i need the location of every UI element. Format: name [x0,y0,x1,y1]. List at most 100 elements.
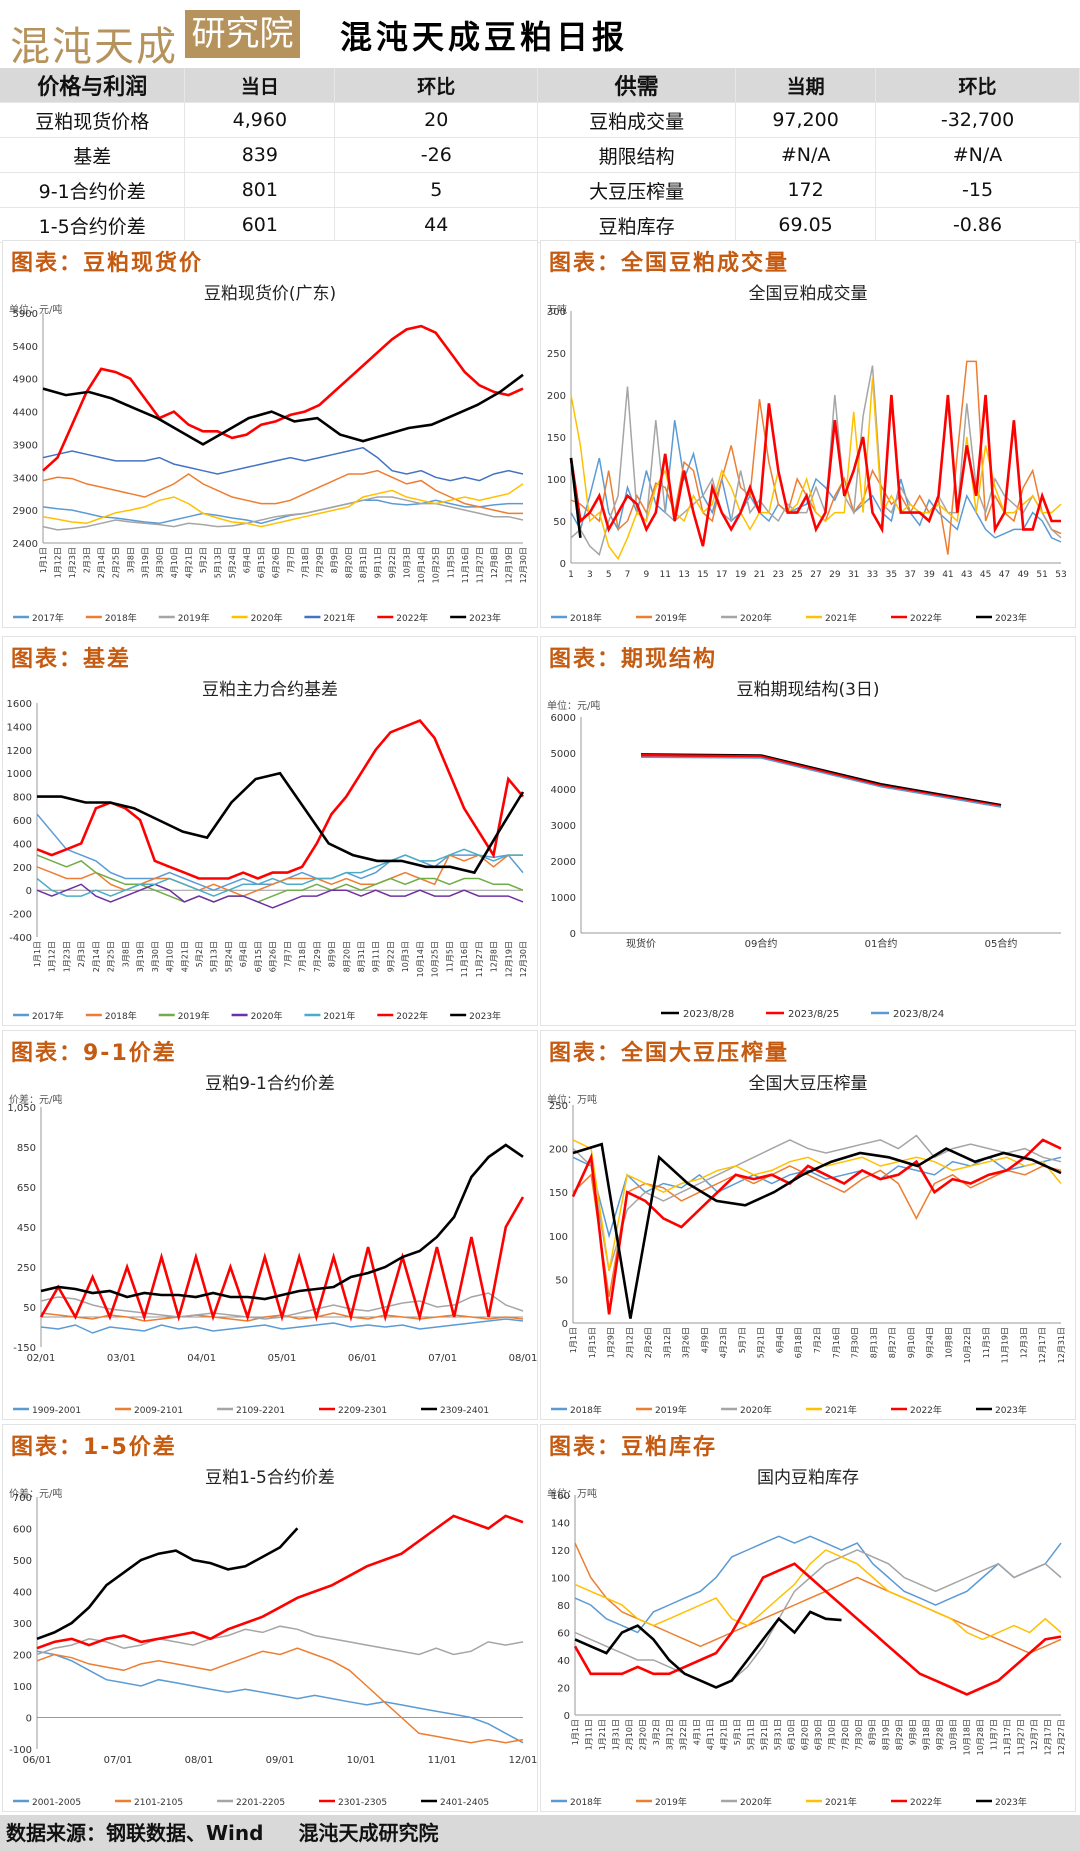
x-tick-label: 07/01 [428,1353,457,1364]
legend-label: 2023年 [469,612,501,624]
kpi-value: 69.05 [735,207,877,243]
y-tick-label: 1,050 [7,1103,36,1114]
legend-label: 2022年 [910,1404,942,1416]
x-tick-label: 1月31日 [612,1719,621,1750]
logo-text: 混沌天成 [10,24,178,70]
chart-unit: 单位：万吨 [547,1093,597,1106]
x-tick-label: 10月8日 [949,1719,958,1750]
x-tick-label: 7月20日 [841,1719,850,1750]
x-tick-label: 9月24日 [926,1327,935,1358]
y-tick-label: 200 [13,1651,32,1662]
x-tick-label: 7月16日 [832,1327,841,1358]
x-tick-label: 9 [644,570,650,580]
x-tick-label: 08/01 [185,1755,214,1766]
x-tick-label: 3月2日 [652,1719,661,1745]
kpi-value: 839 [184,137,336,173]
x-tick-label: 12月31日 [1057,1327,1066,1363]
x-tick-label: 2月26日 [644,1327,653,1358]
kpi-value: 601 [184,207,336,243]
y-tick-label: 300 [547,307,566,318]
y-tick-label: 250 [17,1263,36,1274]
chart-unit: 价差：元/吨 [9,1487,62,1500]
x-tick-label: 10月18日 [963,1719,972,1755]
x-tick-label: 1月1日 [569,1327,578,1353]
legend-label: 2201-2205 [236,1798,285,1808]
x-tick-label: 4月23日 [719,1327,728,1358]
y-tick-label: 3400 [13,473,38,484]
legend-label: 2209-2301 [338,1406,387,1416]
chart-unit: 单位：万吨 [547,1487,597,1500]
x-tick-label: 27 [810,570,821,580]
x-tick-label: 4月10日 [170,547,179,578]
x-tick-label: 8月31日 [359,547,368,578]
x-tick-label: 6月20日 [801,1719,810,1750]
series-line [574,1542,1062,1654]
x-tick-label: 08/01 [509,1353,537,1364]
legend-label: 2109-2201 [236,1406,285,1416]
x-tick-label: 7月7日 [283,941,292,967]
x-tick-label: 12月7日 [1030,1719,1039,1750]
kpi-change: -0.86 [875,207,1080,243]
y-tick-label: 400 [13,1588,32,1599]
x-tick-label: 5月31日 [774,1719,783,1750]
panel-spread-9-1: 图表：9-1价差 豆粕9-1合约价差 价差：元/吨 -150 50 250 450 650 8… [2,1030,538,1420]
y-tick-label: 100 [551,1574,570,1585]
panel-title: 图表：全国豆粕成交量 [549,251,790,276]
legend-label: 2023/8/24 [893,1009,944,1020]
x-tick-label: 21 [754,570,765,580]
x-tick-label: 7月29日 [315,547,324,578]
x-tick-label: 41 [942,570,953,580]
y-tick-label: 1000 [7,769,32,780]
series-line [39,1196,525,1323]
kpi-value: 97,200 [735,102,877,138]
y-tick-label: 2900 [13,506,38,517]
x-tick-label: 4月21日 [184,547,193,578]
footer: 数据来源：钢联数据、Wind 混沌天成研究院 [0,1815,1080,1851]
legend-label: 2022年 [910,1796,942,1808]
series-line [42,469,523,515]
legend-label: 2021年 [323,612,355,624]
x-tick-label: 3月30日 [151,941,160,972]
y-tick-label: 800 [13,793,32,804]
x-tick-label: 3 [587,570,593,580]
header: 混沌天成 研究院 混沌天成豆粕日报 [0,0,1080,70]
legend-label: 2023年 [995,612,1027,624]
x-tick-label: 37 [905,570,916,580]
kpi-header-change: 环比 [334,68,539,103]
y-tick-label: 100 [549,1232,568,1243]
kpi-value: 801 [184,172,336,208]
x-tick-label: 45 [980,570,991,580]
chart-term-structure: 豆粕期现结构(3日) 单位：元/吨 0 1000 2000 3000 4000 5000 600… [547,680,1061,1020]
kpi-value: 172 [735,172,877,208]
x-tick-label: 10月8日 [944,1327,953,1358]
page-title: 混沌天成豆粕日报 [340,18,629,56]
y-tick-label: 0 [564,1711,570,1722]
x-tick-label: 5月24日 [228,547,237,578]
y-tick-label: 850 [17,1143,36,1154]
chart-unit: 价差：元/吨 [9,1093,62,1106]
series-line [573,1562,1062,1696]
x-tick-label: 23 [773,570,784,580]
legend-label: 2018年 [570,1404,602,1416]
x-tick-label: 1月23日 [68,547,77,578]
x-tick-label: 10月25日 [431,941,440,977]
kpi-label: 豆粕库存 [537,207,737,243]
y-tick-label: 300 [13,1619,32,1630]
x-tick-label: 6月30日 [814,1719,823,1750]
y-tick-label: 0 [570,929,576,940]
y-tick-label: 600 [13,816,32,827]
chart-title: 国内豆粕库存 [757,1468,859,1488]
x-tick-label: 5月7日 [738,1327,747,1353]
x-tick-label: 3月8日 [126,547,135,573]
x-tick-label: 12/01 [509,1755,537,1766]
x-tick-label: 10/01 [347,1755,376,1766]
chart-unit: 单位：元/吨 [9,303,62,316]
legend-label: 2020年 [251,1010,283,1022]
x-tick-label: 5月2日 [195,941,204,967]
y-tick-label: 150 [547,433,566,444]
x-tick-label: 2月3日 [77,941,86,967]
x-tick-label: 19 [735,570,747,580]
x-tick-label: 9月22日 [386,941,395,972]
x-tick-label: 8月9日 [868,1719,877,1745]
